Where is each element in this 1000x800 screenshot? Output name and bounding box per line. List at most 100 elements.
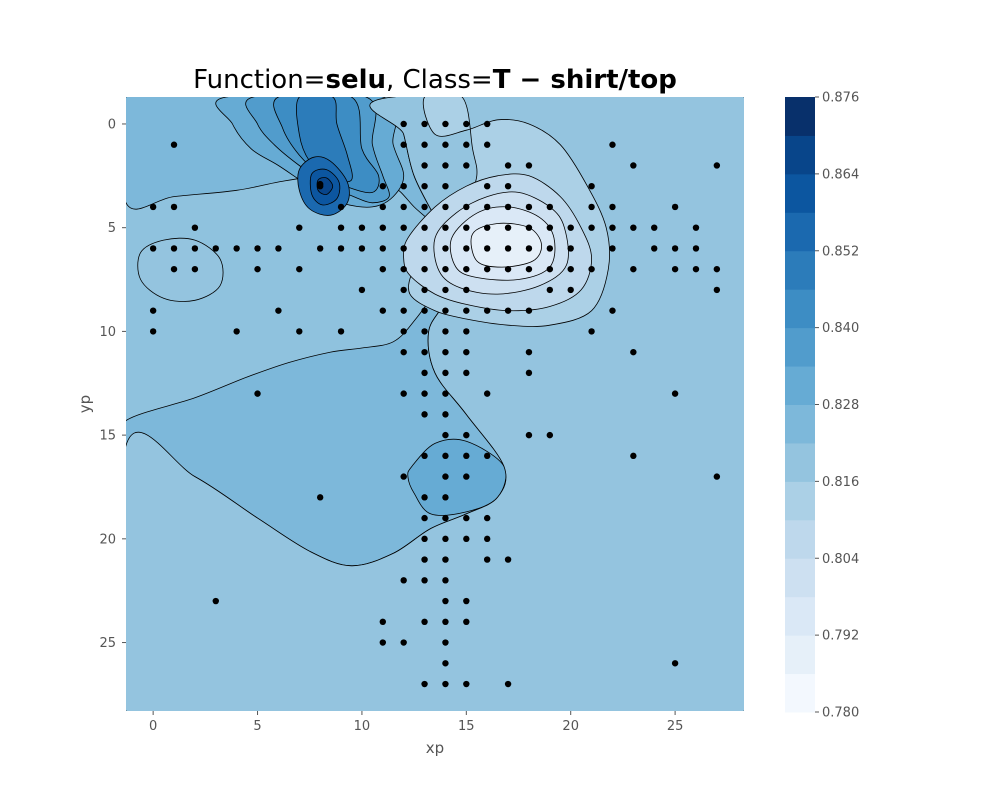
data-point [546,265,554,273]
data-point [483,265,491,273]
data-point [442,431,449,439]
data-point [442,535,449,543]
data-point [275,245,282,252]
data-point [504,182,512,190]
data-point [671,265,679,273]
data-point [483,390,491,397]
data-point [337,224,345,231]
data-point [442,577,449,584]
data-point [588,182,595,190]
colorbar-tick-label: 0.804 [822,552,859,567]
data-point [504,203,512,211]
data-point [316,494,324,501]
x-tick-label: 10 [354,719,371,734]
data-point [379,639,387,646]
data-point [525,162,533,169]
data-point [504,307,512,314]
data-point [713,162,721,169]
data-point [379,265,387,273]
data-point [588,203,595,211]
data-point [400,577,407,584]
data-point [463,452,470,460]
data-point [713,473,721,480]
colorbar-segment [785,97,815,136]
data-point [442,639,449,646]
data-point [483,307,491,314]
y-axis-label: yp [76,395,94,413]
data-point [442,494,449,501]
data-point [483,141,491,148]
data-point [421,182,428,190]
data-point [233,245,240,252]
data-point [463,141,470,148]
colorbar-segment [785,135,815,175]
colorbar-segment [785,250,815,290]
data-point [233,328,240,335]
data-point [421,556,428,563]
data-point [442,556,449,563]
data-point [504,556,512,563]
data-point [463,514,470,522]
colorbar-tick-label: 0.792 [822,629,859,644]
data-point [212,245,219,252]
data-point [713,265,721,273]
data-point [483,120,491,128]
x-axis-label: xp [426,739,444,757]
data-point [504,680,512,688]
x-tick-label: 5 [253,719,261,734]
data-point [421,120,428,128]
data-point [463,245,470,252]
data-point [379,245,387,252]
data-point [504,224,512,231]
data-point [630,348,637,356]
data-point [254,390,261,397]
data-point [588,328,595,335]
data-point [463,680,470,688]
title-part: , Class= [386,65,493,95]
data-point [588,224,595,231]
colorbar-tick-label: 0.852 [822,244,859,259]
data-point [692,265,700,273]
title-part: selu [325,65,386,95]
data-point [525,431,533,439]
data-point [463,307,470,314]
data-point [421,452,428,460]
data-point [504,162,512,169]
data-point [609,307,616,314]
data-point [567,286,574,294]
data-point [316,180,324,188]
data-point [525,203,533,211]
data-point [525,369,533,377]
data-point [630,452,637,460]
data-point [671,390,679,397]
data-point [442,369,449,377]
data-point [337,245,345,252]
colorbar-segment [785,558,815,598]
data-point [400,639,407,646]
data-point [421,348,428,356]
data-point [442,452,449,460]
data-point [442,680,449,688]
y-tick-label: 25 [99,636,116,651]
data-point [191,224,199,231]
data-point [400,141,407,148]
data-point [609,141,616,148]
data-point [567,245,574,252]
data-point [421,680,428,688]
data-point [421,224,428,231]
data-point [149,328,157,335]
data-point [379,224,387,231]
data-point [483,245,491,252]
colorbar-segment [785,635,815,675]
data-point [483,452,491,460]
data-point [296,224,303,231]
x-tick-label: 15 [458,719,475,734]
data-point [400,390,407,397]
data-point [149,203,157,211]
data-point [463,224,470,231]
data-point [463,618,470,626]
data-point [442,162,449,169]
data-point [463,328,470,335]
data-point [421,494,428,501]
